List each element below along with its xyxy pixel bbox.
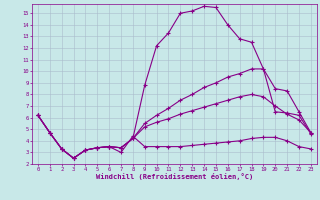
X-axis label: Windchill (Refroidissement éolien,°C): Windchill (Refroidissement éolien,°C)	[96, 173, 253, 180]
